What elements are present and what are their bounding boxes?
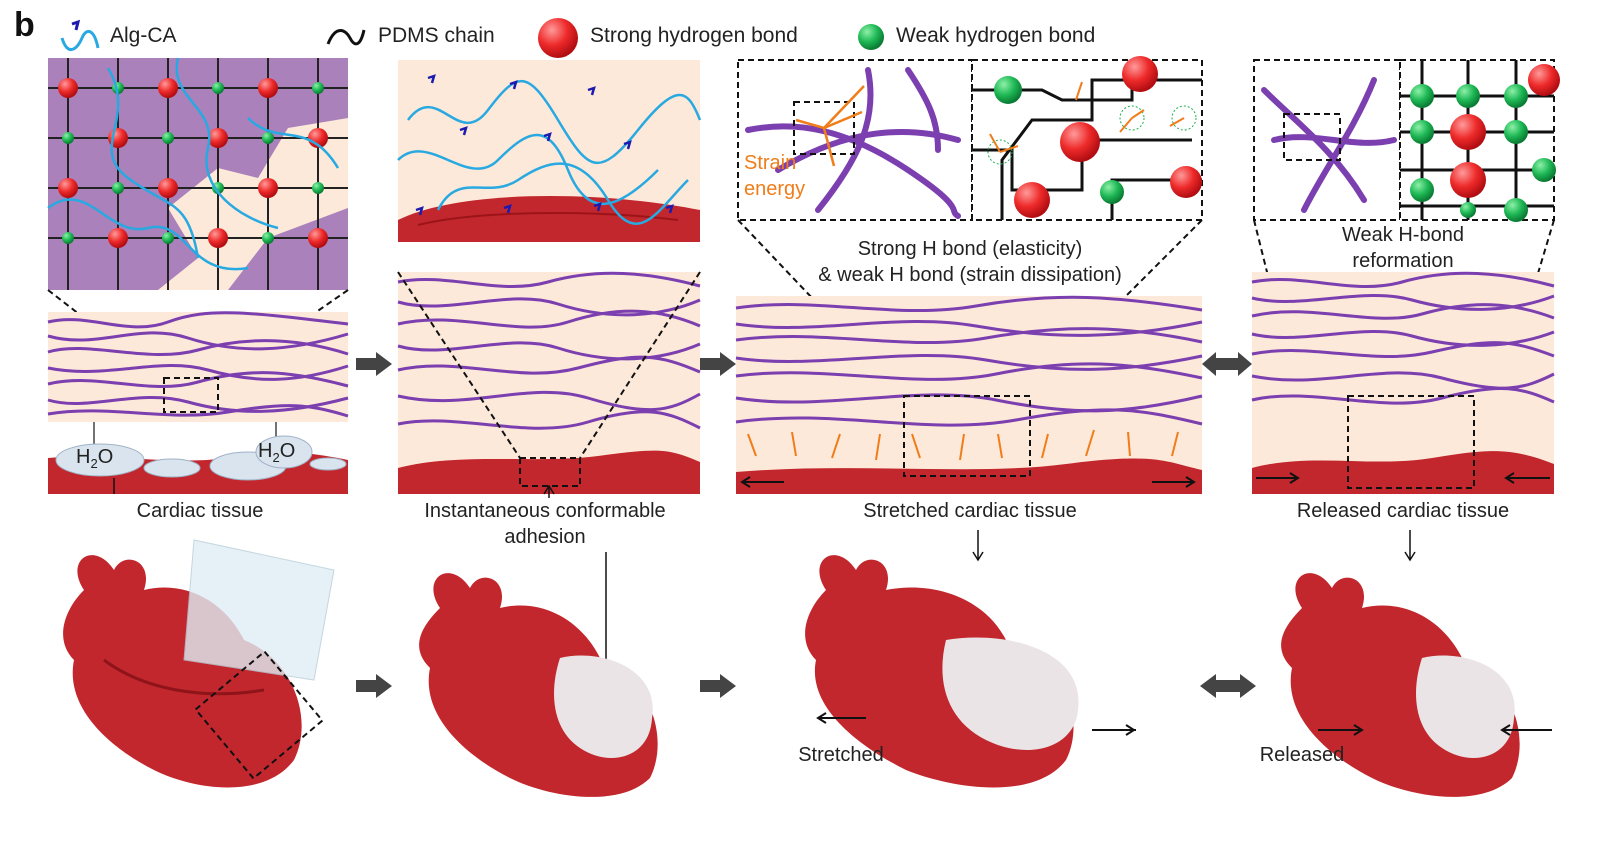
stage4-zoom-reform xyxy=(1253,59,1560,222)
strong-weak-label-2: & weak H bond (strain dissipation) xyxy=(818,264,1122,286)
weak-reform-label-1: Weak H-bond xyxy=(1342,224,1464,246)
heart-illustration-3 xyxy=(805,555,1136,788)
arrow-right-icon-1 xyxy=(356,352,392,376)
caption-stretched: Stretched xyxy=(798,744,884,766)
strong-weak-label-1: Strong H bond (elasticity) xyxy=(857,238,1083,260)
legend-weak-bond-icon xyxy=(858,24,884,50)
legend-alg-ca-label: Alg-CA xyxy=(110,24,177,47)
caption-instantaneous-2: adhesion xyxy=(504,526,586,548)
heart-illustration-4 xyxy=(1281,573,1552,797)
pointer-lines xyxy=(543,484,1416,698)
h2o-label-2: H2O xyxy=(258,440,296,465)
caption-released-tissue: Released cardiac tissue xyxy=(1296,500,1510,522)
stage4-mesh xyxy=(1251,271,1555,494)
heart-illustration-2 xyxy=(419,573,658,797)
stage2-zoom-adhesion xyxy=(397,60,702,242)
strain-energy-label-2: energy xyxy=(744,178,806,200)
arrow-right-icon-2 xyxy=(700,352,736,376)
h2o-label-1: H2O xyxy=(76,446,114,471)
stage1-mesh xyxy=(47,311,349,422)
legend-weak-bond-label: Weak hydrogen bond xyxy=(896,24,1096,47)
stage1-zoom-network xyxy=(47,57,348,290)
stage4-zoom-lines xyxy=(1253,219,1555,301)
stage3-zoom-bonds xyxy=(971,56,1203,221)
legend-pdms-icon xyxy=(326,29,366,46)
stage1-tissue xyxy=(48,422,348,494)
stage3-mesh xyxy=(735,295,1203,494)
caption-stretched-tissue: Stretched cardiac tissue xyxy=(863,500,1077,522)
double-arrow-icon-2 xyxy=(1200,674,1256,698)
arrow-right-icon-4 xyxy=(700,674,736,698)
weak-reform-label-2: reformation xyxy=(1352,250,1454,272)
strain-energy-label-1: Strain xyxy=(744,152,797,174)
caption-instantaneous-1: Instantaneous conformable xyxy=(424,500,666,522)
legend-strong-bond-label: Strong hydrogen bond xyxy=(590,24,798,47)
stage3-zoom-strain xyxy=(737,59,973,221)
double-arrow-icon-1 xyxy=(1202,352,1252,376)
stage2-mesh xyxy=(397,271,701,494)
caption-released: Released xyxy=(1259,744,1345,766)
stage3-zoom-lines xyxy=(737,219,1203,301)
caption-cardiac-tissue: Cardiac tissue xyxy=(136,500,264,522)
legend-strong-bond-icon xyxy=(538,18,578,58)
heart-illustration-1 xyxy=(63,539,335,788)
stretched-arrow-right xyxy=(1092,724,1136,736)
legend-alg-ca-icon xyxy=(60,19,100,51)
legend-pdms-label: PDMS chain xyxy=(378,24,495,47)
panel-letter: b xyxy=(14,6,35,44)
arrow-right-icon-3 xyxy=(356,674,392,698)
